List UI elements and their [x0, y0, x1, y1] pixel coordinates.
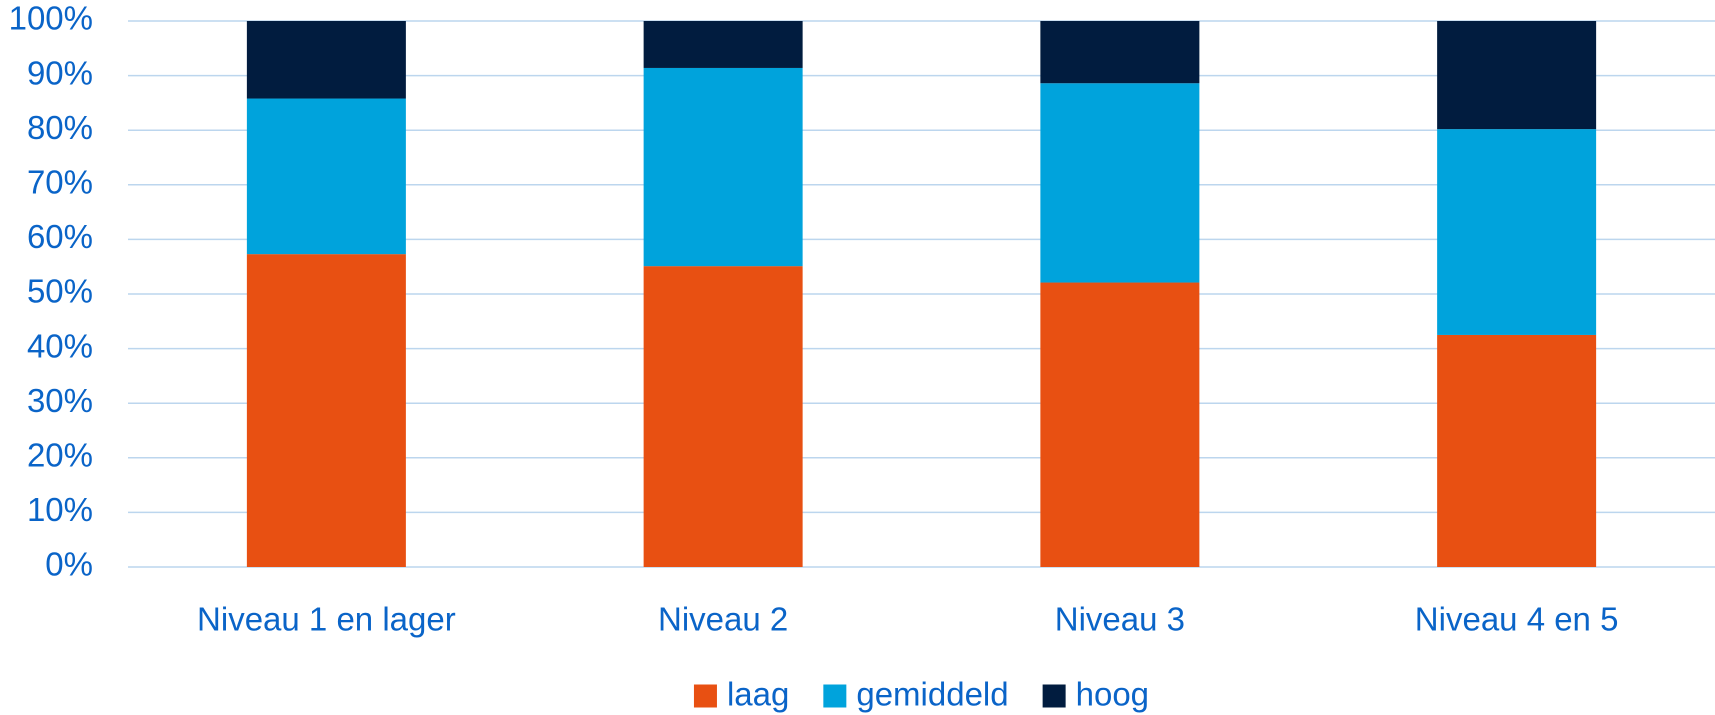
y-tick-label: 70%: [27, 164, 93, 201]
bar-segment: [643, 266, 803, 567]
bar-segment: [643, 21, 803, 68]
bar-segment: [1437, 21, 1597, 130]
bar-segment: [246, 254, 406, 567]
x-tick-label: Niveau 4 en 5: [1415, 601, 1619, 638]
y-tick-label: 20%: [27, 437, 93, 474]
bar-segment: [1040, 83, 1200, 283]
x-tick-label: Niveau 3: [1055, 601, 1185, 638]
y-tick-label: 50%: [27, 273, 93, 310]
bar-segment: [1040, 282, 1200, 567]
legend-label: laag: [727, 676, 789, 713]
x-tick-label: Niveau 1 en lager: [197, 601, 456, 638]
bar-segment: [643, 67, 803, 267]
y-tick-label: 100%: [9, 0, 93, 37]
y-tick-label: 40%: [27, 327, 93, 364]
bar-segment: [1437, 334, 1597, 567]
legend-swatch: [693, 684, 717, 708]
bar-segment: [246, 21, 406, 99]
y-tick-label: 30%: [27, 382, 93, 419]
y-tick-label: 80%: [27, 109, 93, 146]
bar-segment: [1437, 129, 1597, 335]
legend-swatch: [1042, 684, 1066, 708]
bar-segment: [1040, 21, 1200, 84]
y-tick-label: 10%: [27, 491, 93, 528]
legend-swatch: [823, 684, 847, 708]
y-tick-label: 90%: [27, 54, 93, 91]
legend-label: gemiddeld: [856, 676, 1008, 713]
legend-label: hoog: [1076, 676, 1149, 713]
y-tick-label: 0%: [45, 546, 93, 583]
y-tick-label: 60%: [27, 218, 93, 255]
x-tick-label: Niveau 2: [658, 601, 788, 638]
bar-segment: [246, 98, 406, 255]
